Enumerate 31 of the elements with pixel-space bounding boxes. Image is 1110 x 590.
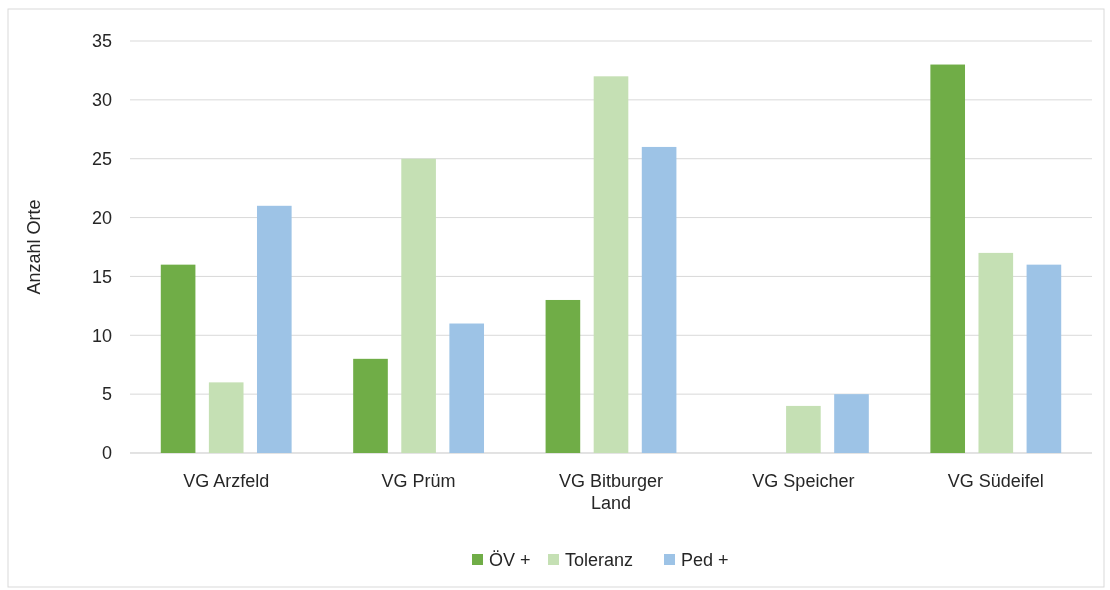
- x-tick-label: VG Bitburger Land: [558, 471, 664, 513]
- y-tick-label: 25: [91, 149, 112, 170]
- y-axis-title: Anzahl Orte: [24, 199, 44, 295]
- bar: [641, 146, 677, 453]
- bar: [978, 252, 1014, 453]
- y-tick-label: 35: [91, 31, 112, 52]
- y-tick-label: 0: [101, 443, 112, 464]
- bar: [401, 158, 436, 453]
- x-tick-label: VG Speicher: [752, 471, 855, 491]
- bar: [930, 64, 966, 453]
- y-tick-label: 30: [91, 90, 112, 111]
- bar: [1026, 264, 1062, 453]
- bar: [834, 394, 869, 453]
- y-tick-label: 5: [101, 384, 112, 405]
- bar: [208, 382, 244, 453]
- bar: [256, 205, 292, 453]
- x-tick-label: VG Südeifel: [947, 471, 1044, 491]
- bar: [353, 358, 388, 453]
- legend-label: Ped +: [681, 550, 729, 571]
- legend-label: Toleranz: [565, 550, 634, 571]
- bar: [160, 264, 196, 453]
- y-tick-label: 10: [91, 325, 112, 346]
- x-tick-label: VG Arzfeld: [183, 471, 270, 491]
- bar: [593, 76, 629, 453]
- bar: [545, 299, 581, 453]
- bar: [786, 405, 821, 453]
- y-tick-label: 15: [91, 266, 112, 287]
- x-tick-label: VG Prüm: [381, 471, 456, 491]
- bar: [449, 323, 485, 453]
- legend-label: ÖV +: [489, 550, 531, 571]
- y-tick-label: 20: [91, 207, 112, 228]
